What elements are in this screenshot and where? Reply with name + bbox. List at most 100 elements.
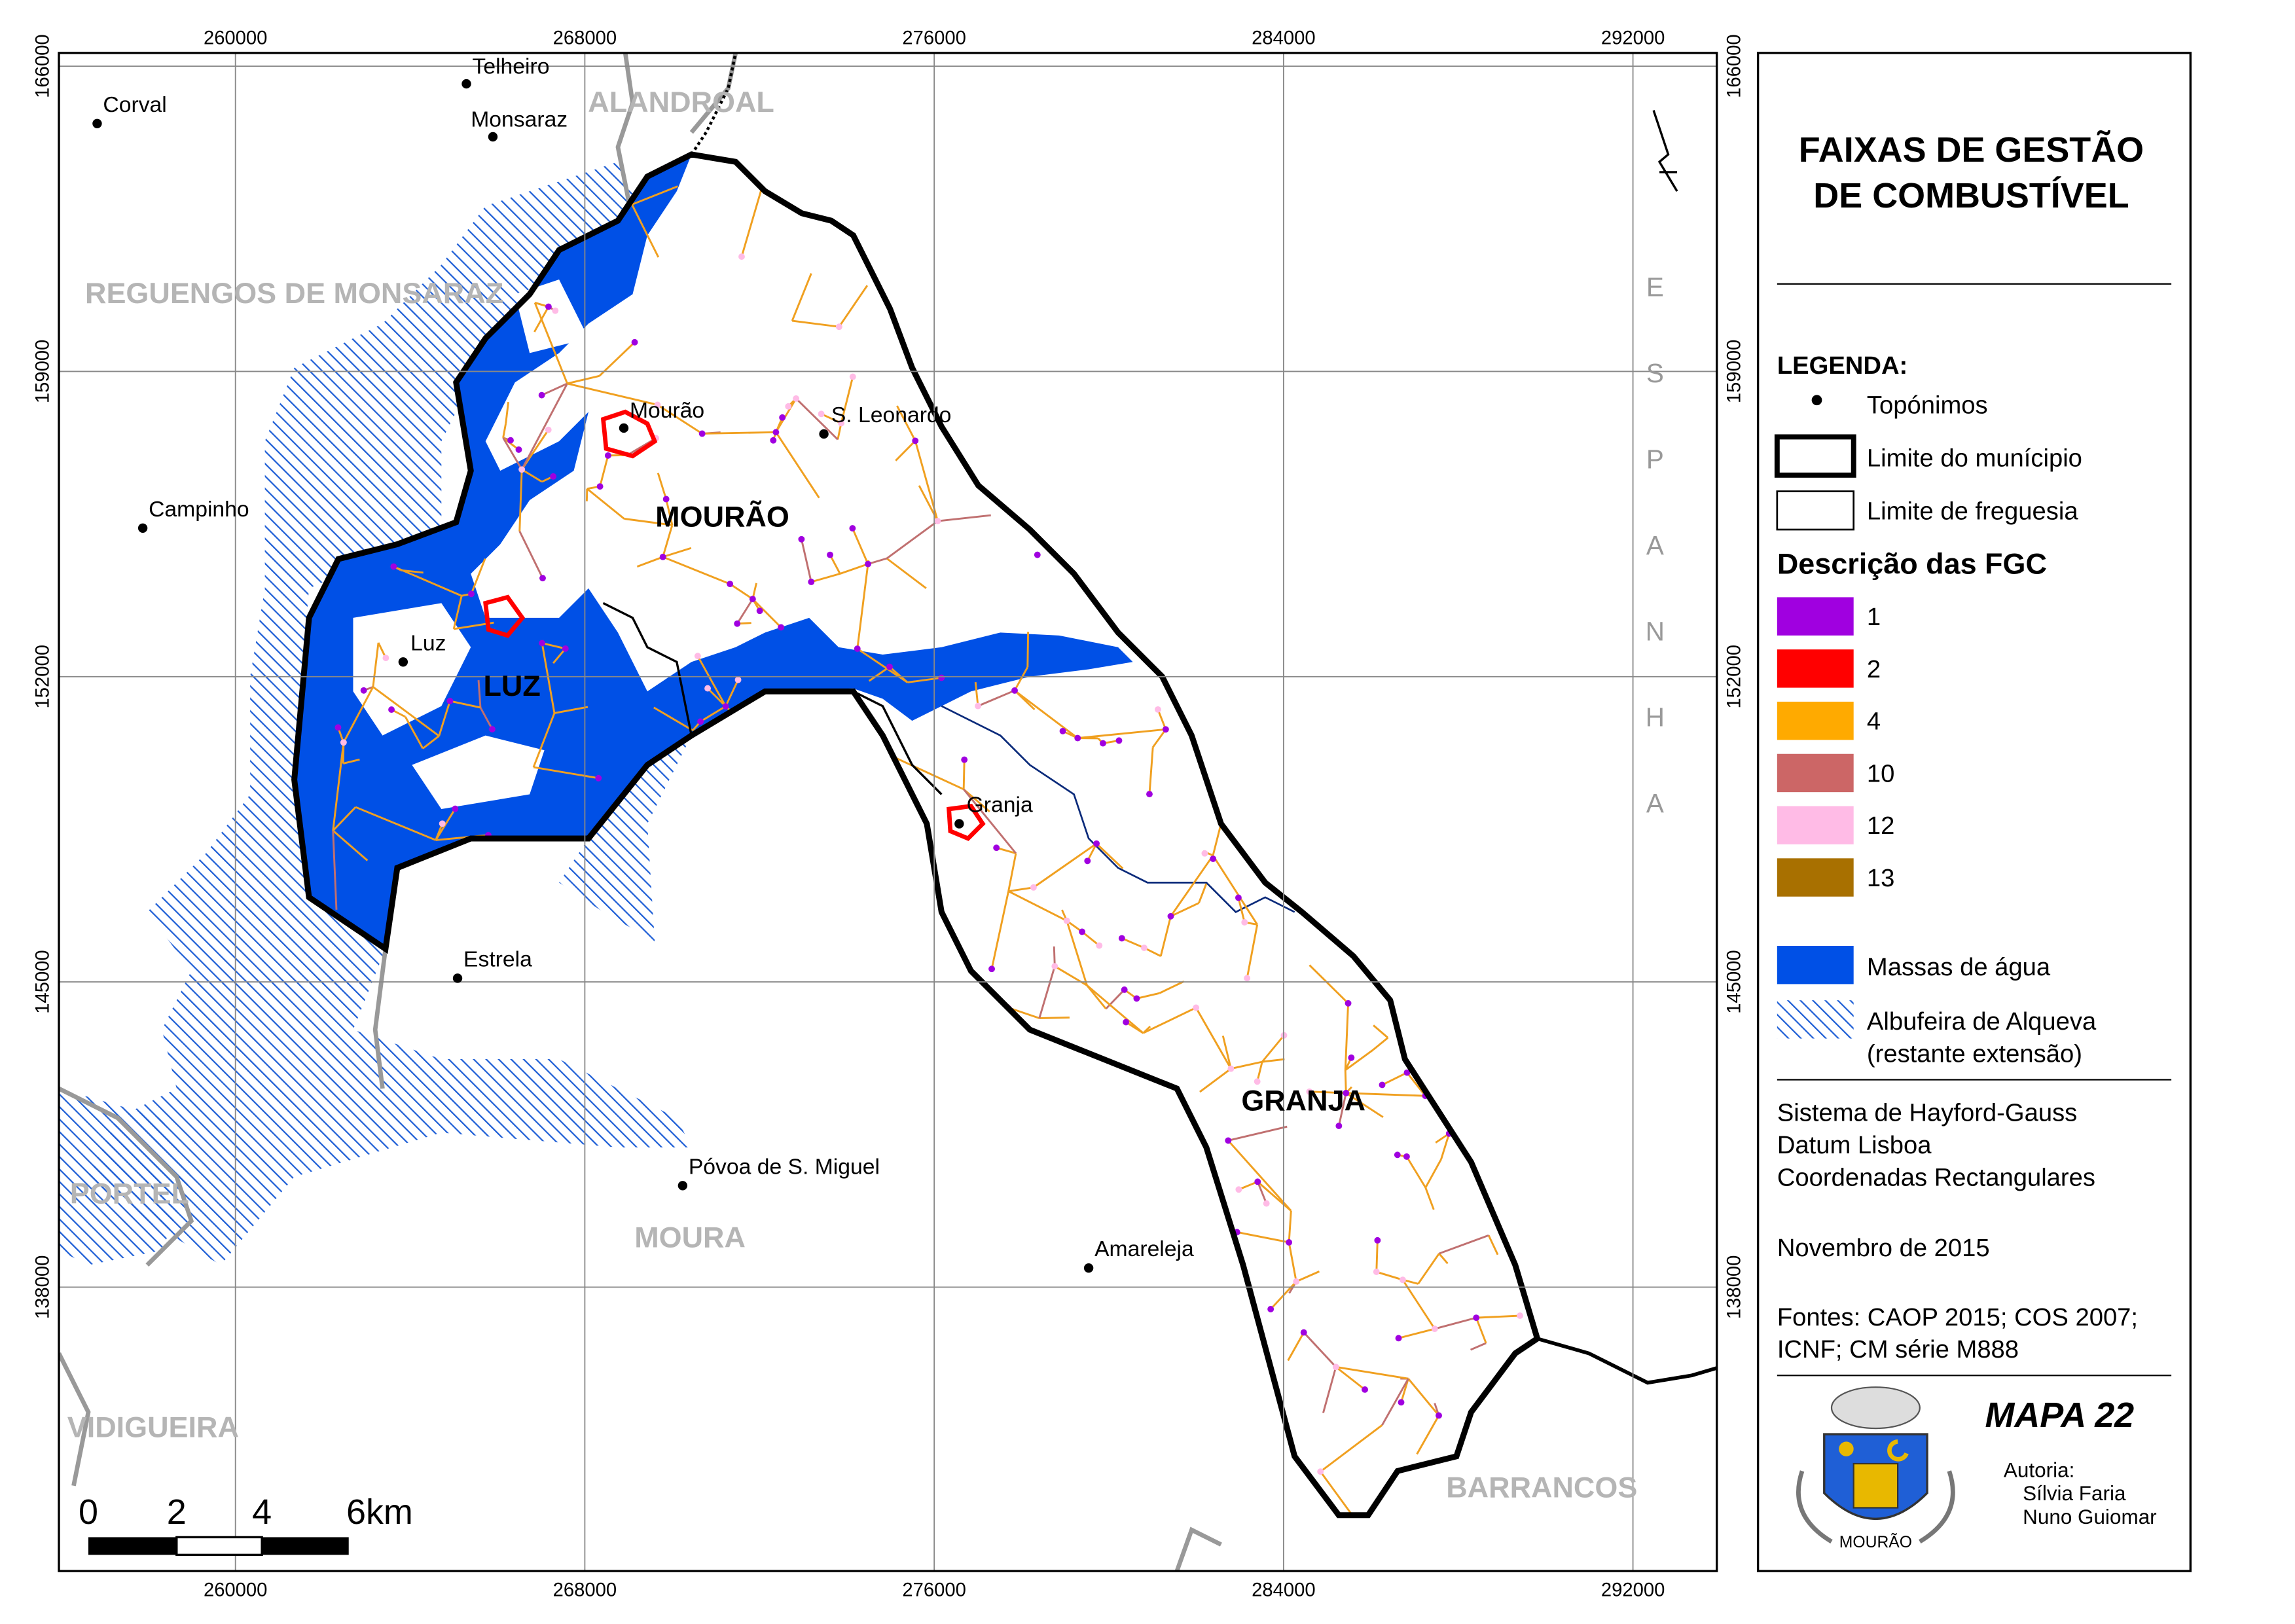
road <box>1337 1092 1347 1127</box>
road <box>662 556 731 585</box>
road <box>1148 747 1154 795</box>
fgc-patch <box>1034 551 1041 558</box>
fgc-patch <box>1436 1412 1442 1419</box>
road <box>1231 1060 1263 1070</box>
road <box>895 757 964 791</box>
road <box>1077 728 1166 740</box>
road <box>1405 1156 1427 1189</box>
road <box>895 440 916 461</box>
fgc-patch <box>808 579 815 585</box>
road <box>1440 1133 1451 1160</box>
fgc-patch <box>1059 727 1066 734</box>
x-tick-label: 292000 <box>1601 1579 1665 1600</box>
y-tick-label: 138000 <box>32 1255 53 1319</box>
road <box>839 563 869 575</box>
map-number: MAPA 22 <box>1985 1396 2134 1435</box>
fgc-patch <box>938 674 945 681</box>
municipality-boundary <box>291 151 1541 1519</box>
fgc-patch <box>1162 726 1169 733</box>
road <box>1007 890 1068 922</box>
road <box>520 383 568 470</box>
fgc-patch <box>1254 1178 1261 1185</box>
y-tick-label: 152000 <box>32 645 53 708</box>
sources-text: Fontes: CAOP 2015; COS 2007; <box>1777 1303 2138 1331</box>
fgc-patch <box>1063 917 1070 924</box>
fgc-patch <box>1362 1386 1368 1393</box>
y-tick-label: 145000 <box>32 950 53 1013</box>
road <box>1346 1092 1426 1097</box>
road <box>702 431 776 435</box>
border <box>690 52 737 156</box>
fgc-patch <box>779 414 786 421</box>
road <box>1381 1072 1408 1086</box>
road <box>963 788 990 813</box>
fgc-patch <box>340 739 347 746</box>
road <box>1256 1181 1268 1204</box>
crest-label: MOURÃO <box>1839 1534 1912 1551</box>
fgc-patch <box>515 446 522 453</box>
road <box>479 707 494 730</box>
x-tick-label: 284000 <box>1252 1579 1315 1600</box>
region-name: MOURA <box>634 1221 746 1254</box>
road <box>1345 1049 1374 1072</box>
fgc-patch <box>1317 1468 1324 1475</box>
road <box>665 499 674 526</box>
fgc-patch <box>722 703 729 710</box>
fgc-patch <box>662 496 670 503</box>
x-tick-label: 292000 <box>1601 27 1665 48</box>
fgc-patch <box>1225 1137 1232 1144</box>
scale-bar <box>88 1536 349 1557</box>
y-tick-label: 145000 <box>1724 950 1745 1013</box>
legend-heading: LEGENDA: <box>1777 352 1907 380</box>
fgc-patch <box>1403 1069 1411 1076</box>
road <box>1375 1240 1379 1272</box>
fgc-patch <box>390 563 397 570</box>
y-tick-label: 159000 <box>1724 340 1745 403</box>
fgc-patch <box>596 483 604 490</box>
road <box>1424 1159 1442 1189</box>
legend-label: Albufeira de Alqueva <box>1867 1007 2097 1036</box>
fgc-patch <box>1193 1004 1200 1011</box>
x-tick-label: 260000 <box>204 27 267 48</box>
legend-swatch <box>1777 806 1854 844</box>
parish-name: GRANJA <box>1241 1084 1365 1117</box>
road <box>1136 992 1160 1000</box>
road <box>1335 1365 1409 1380</box>
road <box>1344 1070 1347 1093</box>
y-tick-label: 138000 <box>1724 1255 1745 1319</box>
place-point <box>1083 1263 1094 1273</box>
road <box>1372 1037 1389 1051</box>
road <box>332 830 338 910</box>
author-name: Sílvia Faria <box>2023 1482 2126 1505</box>
road <box>707 687 727 708</box>
road <box>1309 964 1349 1004</box>
scale-label: 2 <box>167 1492 187 1532</box>
sources-text: ICNF; CM série M888 <box>1777 1335 2019 1363</box>
road <box>470 558 486 594</box>
region-name: REGUENGOS DE MONSARAZ <box>85 276 503 310</box>
road <box>1081 931 1100 947</box>
fgc-patch <box>1154 706 1161 713</box>
road <box>1237 1231 1290 1244</box>
fgc-patch <box>507 437 514 444</box>
road <box>1376 1271 1403 1281</box>
road <box>1121 937 1145 949</box>
road <box>1066 920 1088 986</box>
road <box>1320 1471 1352 1515</box>
road <box>1416 1415 1440 1455</box>
reservoir-hatch <box>88 162 692 1265</box>
road <box>657 473 668 499</box>
fgc-patch <box>360 687 367 694</box>
legend-swatch <box>1777 946 1854 984</box>
fgc-patch <box>698 430 706 437</box>
fgc-patch <box>550 473 557 480</box>
road <box>1295 1271 1320 1283</box>
fgc-patch <box>835 323 842 331</box>
legend-swatch <box>1777 597 1854 636</box>
road <box>1438 1234 1489 1255</box>
road <box>653 706 693 732</box>
fgc-patch <box>1403 1153 1410 1160</box>
road <box>1470 1342 1487 1351</box>
